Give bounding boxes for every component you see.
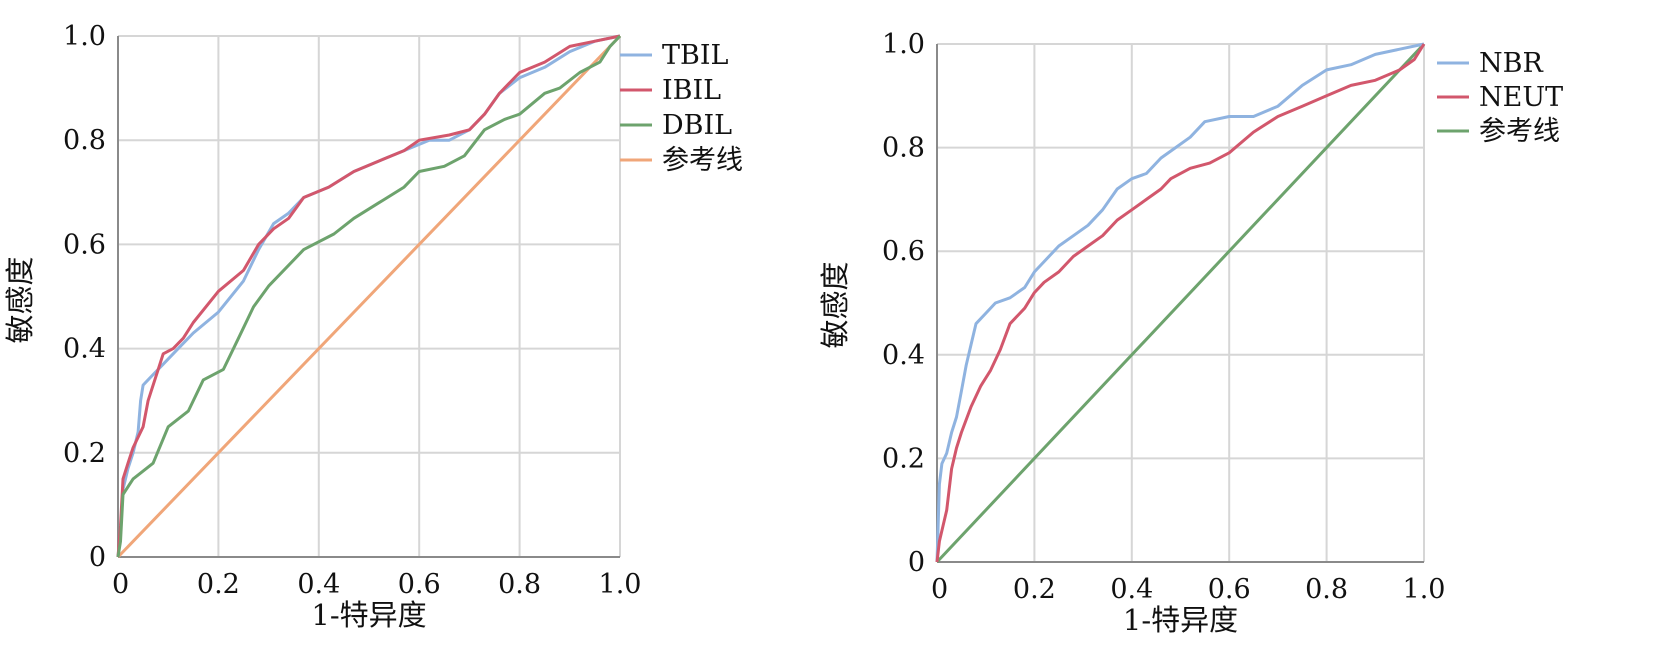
y-tick-label: 1.0	[63, 21, 106, 52]
x-tick-label: 0.8	[498, 569, 541, 600]
x-tick-label: 0.6	[1208, 574, 1251, 605]
legend: TBIL IBIL DBIL 参考线	[620, 40, 743, 176]
legend-label: 参考线	[662, 145, 743, 176]
legend-label: NEUT	[1479, 82, 1563, 113]
x-tick-label: 0.8	[1305, 574, 1348, 605]
y-axis-title: 敏感度	[3, 256, 37, 343]
series-line-参考线	[935, 42, 1426, 564]
x-axis-title: 1-特异度	[311, 598, 426, 632]
series-line-参考线	[116, 34, 622, 559]
y-axis-title: 敏感度	[818, 261, 852, 348]
x-tick-label: 0.6	[398, 569, 441, 600]
x-tick-label: 0.4	[297, 569, 340, 600]
x-tick-label: 0	[112, 569, 129, 600]
y-tick-label: 0.4	[882, 340, 925, 371]
y-tick-label: 0.2	[882, 443, 925, 474]
y-tick-label: 0.6	[882, 236, 925, 267]
x-tick-label: 0.4	[1110, 574, 1153, 605]
series-line-NEUT	[935, 43, 1426, 563]
y-tick-label: 0.2	[63, 438, 106, 469]
y-tick-label: 0.6	[63, 229, 106, 260]
legend-label: DBIL	[662, 110, 732, 141]
y-tick-label: 0.4	[63, 334, 106, 365]
y-tick-label: 1.0	[882, 29, 925, 60]
legend-label: NBR	[1479, 48, 1543, 79]
y-tick-label: 0.8	[882, 133, 925, 164]
legend-label: IBIL	[662, 75, 721, 106]
chart-2: 0 0.2 0.4 0.6 0.8 1.0 0 0.2 0.4 0.6 0.8 1.0 1-特异度 敏感度…	[818, 29, 1563, 637]
series-line-IBIL	[116, 34, 621, 558]
x-tick-label: 0.2	[197, 569, 240, 600]
y-tick-label: 0	[908, 547, 925, 578]
y-tick-label: 0.8	[63, 125, 106, 156]
series-line-DBIL	[116, 34, 622, 558]
chart-1: 0 0.2 0.4 0.6 0.8 1.0 0 0.2 0.4 0.6 0.8 1.0 1-特异度 敏感度…	[3, 21, 743, 632]
x-tick-label: 0	[931, 574, 948, 605]
x-axis-title: 1-特异度	[1123, 603, 1238, 637]
x-tick-label: 0.2	[1013, 574, 1056, 605]
series-line-NBR	[935, 42, 1425, 563]
legend-label: 参考线	[1479, 116, 1560, 147]
y-tick-label: 0	[89, 542, 106, 573]
x-tick-label: 1.0	[1403, 574, 1446, 605]
x-tick-label: 1.0	[599, 569, 642, 600]
legend-label: TBIL	[662, 40, 729, 71]
